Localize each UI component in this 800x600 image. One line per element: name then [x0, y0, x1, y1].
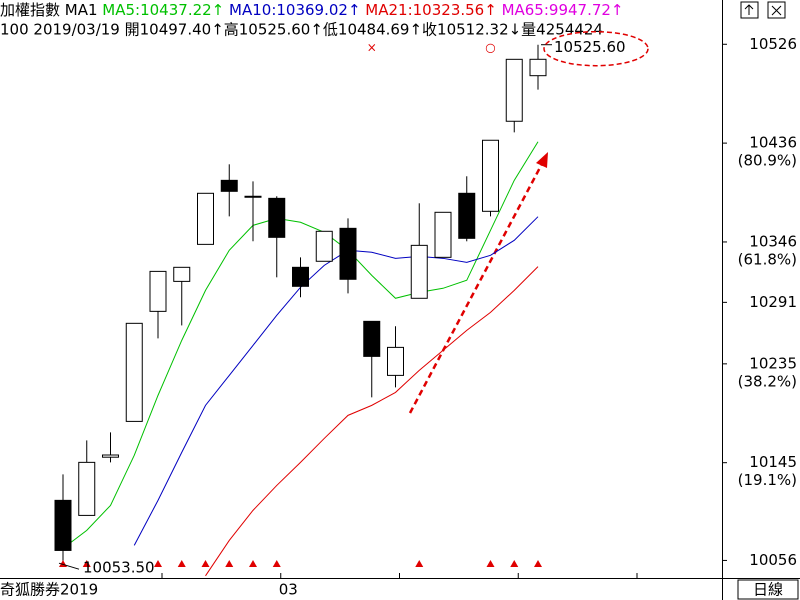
trend-arrow [408, 159, 546, 414]
candle-body [292, 266, 309, 287]
top-marker: ○ [485, 41, 495, 55]
signal-marker [415, 560, 424, 567]
legend: 加權指數 MA1 MA5:10437.22↑ MA10:10369.02↑ MA… [0, 1, 624, 19]
annotation-label: 10053.50 [83, 559, 155, 577]
signal-marker [177, 560, 186, 567]
candle-body [173, 266, 191, 282]
candle-body [410, 244, 428, 299]
close-icon-glyph [771, 5, 782, 16]
fib-label: (61.8%) [738, 250, 797, 268]
y-tick-label: 10235 [749, 354, 797, 372]
fib-label: (80.9%) [738, 152, 797, 170]
quote-line: 100 2019/03/19 開10497.40↑高10525.60↑低1048… [0, 21, 603, 39]
candle-body [363, 320, 381, 357]
period-label: 日線 [753, 581, 783, 599]
candle-body [220, 179, 238, 192]
candle-body [529, 58, 547, 77]
signal-marker [249, 560, 257, 567]
ma-line [62, 141, 539, 549]
signal-marker [201, 560, 210, 567]
signal-marker [154, 560, 162, 567]
legend-entry: MA5:10437.22↑ [102, 1, 224, 19]
signal-marker [225, 560, 234, 567]
candle-body [54, 499, 72, 551]
candle-body [482, 139, 499, 212]
signal-marker [82, 560, 91, 567]
period-box[interactable] [737, 579, 799, 600]
signal-marker [272, 560, 281, 567]
x-tick-label: 03 [279, 581, 298, 599]
y-tick-label: 10291 [749, 293, 797, 311]
toolbar-icon-glyph [744, 4, 754, 15]
candle-body [102, 454, 119, 458]
annotation-label: 10525.60 [554, 38, 626, 56]
y-tick-label: 10436 [749, 134, 797, 152]
signal-marker [534, 560, 542, 567]
ma-line [205, 266, 539, 577]
candle-body [505, 58, 523, 122]
candle-body [244, 195, 262, 198]
candle-body [387, 346, 404, 376]
brand-label: 奇狐勝券2019 [0, 581, 98, 599]
y-tick-label: 10526 [749, 35, 797, 53]
candle-body [434, 211, 452, 258]
trend-arrow-head [536, 152, 548, 168]
legend-entry: MA10:10369.02↑ [229, 1, 360, 19]
candle-body [125, 322, 143, 422]
y-tick-label: 10145 [749, 453, 797, 471]
candle-body [78, 461, 96, 516]
candle-body [268, 197, 286, 238]
candle-body [197, 192, 214, 245]
legend-entry: MA21:10323.56↑ [365, 1, 496, 19]
candle-body [339, 227, 357, 280]
arrow-annotation [408, 152, 548, 414]
annotation-leader [58, 562, 80, 570]
legend-title: 加權指數 MA1 [0, 1, 98, 19]
ma-line [133, 216, 539, 546]
fib-label: (38.2%) [738, 372, 797, 390]
top-marker: × [367, 41, 377, 55]
legend-entry: MA65:9947.72↑ [502, 1, 624, 19]
candle-body [458, 192, 476, 239]
candle-body [315, 230, 333, 262]
candle-body [149, 270, 167, 312]
signal-marker [486, 560, 495, 567]
signal-marker [510, 560, 519, 567]
y-tick-label: 10056 [749, 551, 797, 569]
annotation-highlight [543, 30, 649, 67]
y-tick-label: 10346 [749, 232, 797, 250]
fib-label: (19.1%) [738, 471, 797, 489]
